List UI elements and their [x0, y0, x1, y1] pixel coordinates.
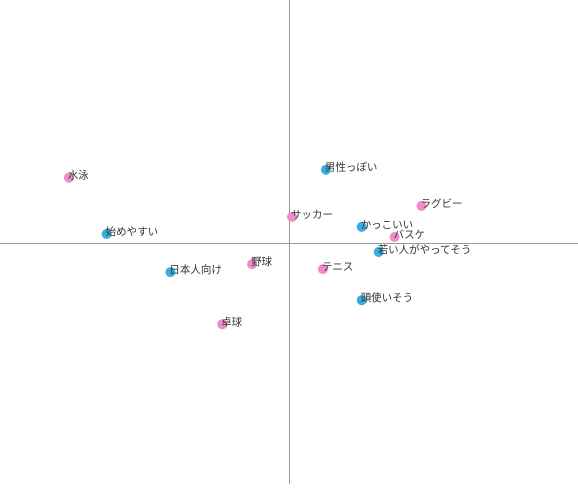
- point-attributes-5: [356, 295, 367, 306]
- point-attributes-1: [356, 221, 367, 232]
- point-sports-2: [416, 200, 427, 211]
- point-label-sports-4: 野球: [251, 255, 272, 268]
- point-label-sports-3: バスケ: [394, 229, 426, 241]
- point-attributes-3: [101, 229, 112, 239]
- point-label-attributes-5: 頭使いそう: [361, 291, 414, 304]
- point-label-sports-5: テニス: [322, 261, 354, 273]
- point-label-attributes-2: 若い人がやってそう: [378, 243, 472, 256]
- point-label-attributes-0: 男性っぽい: [325, 161, 378, 174]
- points-layer: [63, 164, 427, 330]
- point-attributes-0: [320, 164, 331, 175]
- point-attributes-4: [165, 267, 176, 278]
- point-sports-0: [63, 172, 74, 183]
- point-sports-6: [217, 319, 228, 330]
- point-label-sports-1: サッカー: [291, 209, 333, 221]
- point-label-sports-2: ラグビー: [421, 197, 463, 210]
- point-label-attributes-4: 日本人向け: [169, 263, 222, 276]
- point-label-sports-6: 卓球: [221, 315, 242, 328]
- point-sports-3: [389, 232, 400, 242]
- point-sports-4: [247, 259, 258, 270]
- point-label-sports-0: 水泳: [68, 169, 89, 182]
- point-sports-1: [287, 211, 297, 222]
- point-attributes-2: [373, 247, 384, 257]
- point-label-attributes-1: かっこいい: [361, 219, 414, 231]
- point-sports-5: [317, 264, 328, 275]
- point-label-attributes-3: 始めやすい: [106, 225, 159, 238]
